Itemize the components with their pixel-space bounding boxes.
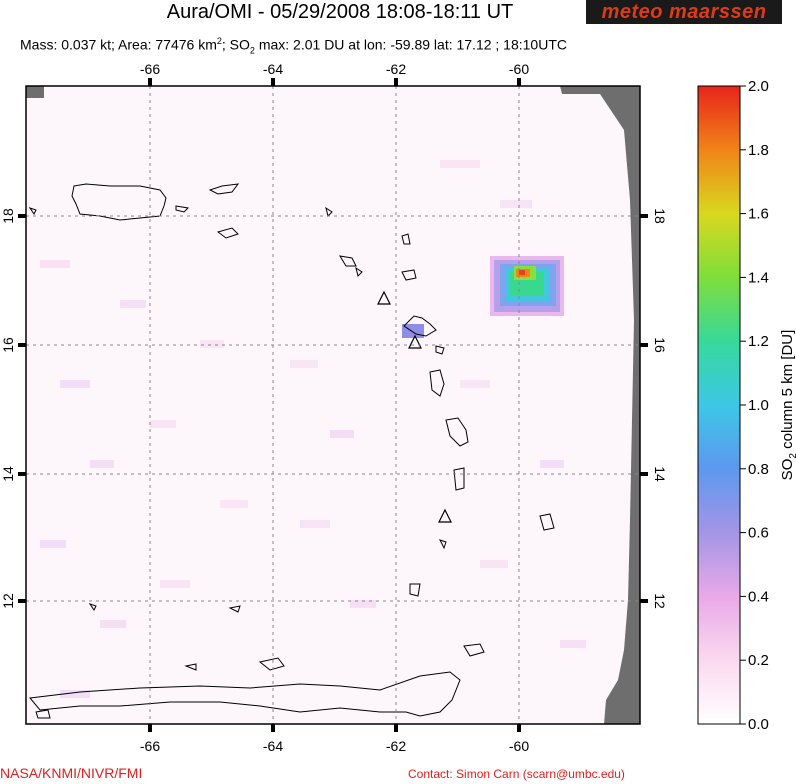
colorbar-title-so: SO <box>779 459 796 481</box>
margarita <box>258 657 285 671</box>
credit-text: NASA/KNMI/NIVR/FMI <box>0 765 143 781</box>
martinique <box>445 417 469 447</box>
lat-label: 12 <box>652 593 668 609</box>
lat-label: 12 <box>0 593 16 609</box>
lat-labels-left: 18 16 14 12 <box>0 208 16 609</box>
so2-sub: 2 <box>249 45 255 56</box>
map-background <box>26 86 640 724</box>
subtitle-stats: Mass: 0.037 kt; Area: 77476 km2; SO2 max… <box>20 32 567 59</box>
virgin-islands <box>208 183 240 195</box>
volcano-soufriere-st-vincent-icon <box>438 508 452 523</box>
mass-area-text: Mass: 0.037 kt; Area: 77476 km <box>20 36 217 53</box>
dominica <box>429 369 445 397</box>
los-roques <box>228 605 241 613</box>
frame-ticks <box>18 78 648 732</box>
colorbar-title: SO2 column 5 km [DU] <box>779 330 796 481</box>
so2-text: ; SO <box>221 36 250 53</box>
contact-text: Contact: Simon Carn (scarn@umbc.edu) <box>408 767 625 781</box>
meteo-maarssen-logo: meteo maarssen <box>586 0 782 24</box>
grenada <box>409 583 421 597</box>
colorbar-title-rest: column 5 km [DU] <box>779 330 796 453</box>
tobago <box>463 643 485 657</box>
lon-label: -66 <box>140 738 160 754</box>
colorbar-tick-label: 0.6 <box>748 525 769 542</box>
lat-labels-right: 18 16 14 12 <box>652 208 668 609</box>
colorbar-tick-label: 0.0 <box>748 716 769 733</box>
volcano-markers <box>377 290 452 523</box>
max-location-text: max: 2.01 DU at lon: -59.89 lat: 17.12 ;… <box>254 36 567 53</box>
colorbar-ticks <box>740 85 746 725</box>
area-sup: 2 <box>216 36 222 46</box>
map-border <box>25 85 641 725</box>
vieques <box>175 205 190 213</box>
barbados <box>539 513 555 531</box>
colorbar-tick-label: 1.0 <box>748 397 769 414</box>
lon-labels-bottom: -66 -64 -62 -60 <box>140 738 529 754</box>
lat-label: 18 <box>0 208 16 224</box>
colorbar-labels: 2.0 1.8 1.6 1.4 1.2 1.0 0.8 0.6 0.4 0.2 … <box>748 78 769 733</box>
colorbar-tick-label: 2.0 <box>748 78 769 95</box>
lat-label: 14 <box>0 466 16 482</box>
bonaire <box>88 603 97 611</box>
lon-labels-top: -66 -64 -62 -60 <box>140 61 529 77</box>
colorbar-tick-label: 1.4 <box>748 269 769 286</box>
lon-label: -64 <box>263 61 283 77</box>
anguilla <box>325 206 333 217</box>
paraguana <box>35 709 51 719</box>
colorbar <box>697 85 741 725</box>
lat-label: 18 <box>652 208 668 224</box>
lon-label: -62 <box>386 738 406 754</box>
st-croix <box>216 227 239 239</box>
nodata-right <box>560 86 640 724</box>
lon-label: -62 <box>386 61 406 77</box>
barbuda <box>401 233 411 245</box>
colorbar-tick-label: 1.8 <box>748 142 769 159</box>
lat-label: 14 <box>652 466 668 482</box>
lon-label: -60 <box>509 738 529 754</box>
colorbar-tick-label: 1.2 <box>748 333 769 350</box>
lon-label: -60 <box>509 61 529 77</box>
lon-label: -66 <box>140 61 160 77</box>
gridlines <box>26 86 640 724</box>
colorbar-tick-label: 0.2 <box>748 652 769 669</box>
st-lucia <box>453 467 465 491</box>
lon-label: -64 <box>263 738 283 754</box>
venezuela-coast <box>29 671 461 717</box>
nevis <box>355 266 363 277</box>
mona-island <box>28 207 37 215</box>
marie-galante <box>435 345 445 355</box>
lat-label: 16 <box>652 337 668 353</box>
st-kitts <box>339 255 357 267</box>
st-vincent <box>439 539 447 550</box>
antigua <box>401 269 417 281</box>
guadeloupe <box>403 315 437 337</box>
colorbar-tick-label: 0.4 <box>748 588 769 605</box>
nodata-topleft <box>26 86 44 98</box>
tortuga <box>184 663 197 671</box>
colorbar-tick-label: 0.8 <box>748 461 769 478</box>
map-title: Aura/OMI - 05/29/2008 18:08-18:11 UT <box>166 1 514 23</box>
map-content <box>26 86 640 724</box>
so2-plume <box>402 256 564 338</box>
so2-background-noise <box>40 160 586 698</box>
colorbar-tick-label: 1.6 <box>748 206 769 223</box>
volcano-montserrat-icon <box>377 290 391 305</box>
volcano-soufriere-guadeloupe-icon <box>408 334 422 349</box>
colorbar-title-sub: 2 <box>788 453 796 459</box>
lat-label: 16 <box>0 337 16 353</box>
